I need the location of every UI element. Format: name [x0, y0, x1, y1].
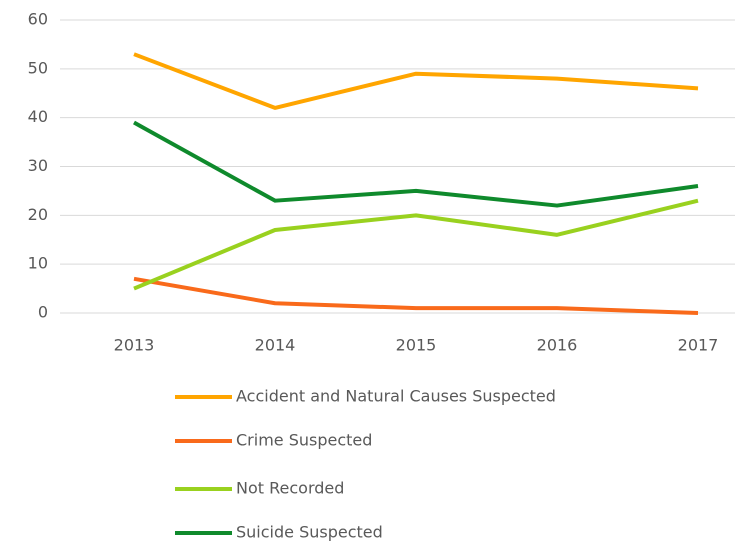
y-tick-label: 60: [28, 10, 48, 29]
y-tick-label: 20: [28, 205, 48, 224]
series-line: [133, 52, 699, 110]
y-tick-label: 40: [28, 107, 48, 126]
series-line: [133, 198, 699, 291]
x-tick-label: 2013: [114, 336, 155, 355]
legend-label: Accident and Natural Causes Suspected: [236, 387, 556, 406]
x-tick-label: 2014: [255, 336, 296, 355]
x-tick-label: 2017: [678, 336, 719, 355]
y-tick-label: 10: [28, 254, 48, 273]
y-tick-label: 30: [28, 156, 48, 175]
x-tick-label: 2016: [537, 336, 578, 355]
series-line: [133, 276, 699, 315]
series-line: [133, 120, 699, 208]
x-tick-label: 2015: [396, 336, 437, 355]
y-tick-label: 0: [38, 303, 48, 322]
legend-label: Suicide Suspected: [236, 523, 383, 542]
legend-label: Not Recorded: [236, 479, 344, 498]
legend-label: Crime Suspected: [236, 431, 372, 450]
y-tick-label: 50: [28, 58, 48, 77]
